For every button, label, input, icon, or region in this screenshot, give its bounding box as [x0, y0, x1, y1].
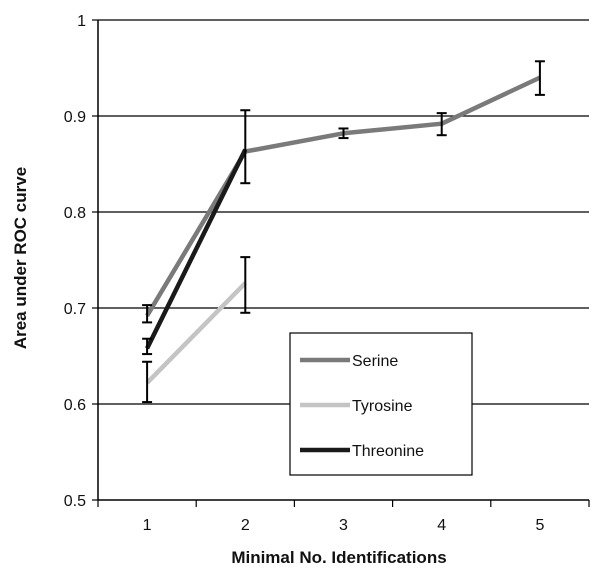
legend-item-tyrosine: Tyrosine — [300, 398, 413, 415]
y-tick-label-5: 1 — [77, 13, 86, 30]
series-line-threonine — [145, 148, 248, 350]
error-bar-threonine-x2 — [240, 109, 251, 185]
error-bar-threonine-x1 — [142, 337, 153, 356]
legend-label-threonine: Threonine — [352, 443, 424, 460]
x-tick-label-4: 4 — [437, 517, 446, 534]
y-tick-label-1: 0.6 — [64, 397, 86, 414]
y-tick-label-4: 0.9 — [64, 109, 86, 126]
legend-item-serine: Serine — [300, 353, 398, 370]
y-tick-label-2: 0.7 — [64, 301, 86, 318]
x-tick-label-3: 3 — [339, 517, 348, 534]
legend-label-serine: Serine — [352, 353, 398, 370]
legend-label-tyrosine: Tyrosine — [352, 398, 413, 415]
y-tick-label-3: 0.8 — [64, 205, 86, 222]
x-axis-title: Minimal No. Identifications — [231, 548, 446, 567]
error-bars — [142, 60, 545, 404]
legend: Serine Tyrosine Threonine — [289, 332, 473, 476]
error-bar-serine-x3 — [338, 127, 349, 140]
error-bar-serine-x4 — [436, 112, 447, 137]
axes — [92, 19, 590, 507]
error-bar-serine-x1 — [142, 304, 153, 324]
x-tick-label-5: 5 — [535, 517, 544, 534]
error-bar-tyrosine-x2 — [240, 256, 251, 314]
x-tick-label-1: 1 — [143, 517, 152, 534]
error-bar-serine-x5 — [534, 60, 545, 96]
x-tick-label-2: 2 — [241, 517, 250, 534]
legend-item-threonine: Threonine — [300, 443, 424, 460]
tick-labels: 0.5 0.6 0.7 0.8 0.9 1 1 2 3 4 5 — [64, 13, 545, 534]
y-tick-label-0: 0.5 — [64, 493, 86, 510]
error-bar-tyrosine-x1 — [142, 360, 153, 404]
gridlines — [98, 19, 589, 405]
y-axis-title: Area under ROC curve — [11, 167, 30, 349]
series-line-tyrosine — [145, 281, 247, 385]
series-line-serine — [145, 75, 541, 317]
